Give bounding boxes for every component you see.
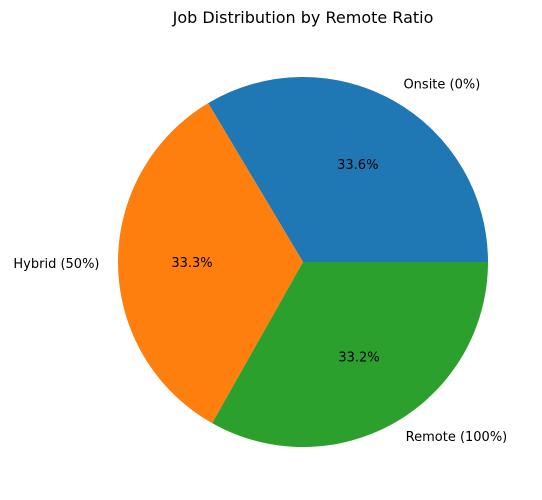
percent-label-hybrid-50: 33.3% xyxy=(171,256,212,271)
percent-label-remote-100: 33.2% xyxy=(338,350,379,365)
slice-label-onsite-0: Onsite (0%) xyxy=(403,78,480,93)
percent-label-onsite-0: 33.6% xyxy=(337,158,378,173)
pie-slice-onsite-0 xyxy=(208,76,488,262)
slice-label-remote-100: Remote (100%) xyxy=(406,430,508,445)
slice-label-hybrid-50: Hybrid (50%) xyxy=(13,257,99,272)
pie-labels: Onsite (0%) 33.6% Hybrid (50%) 33.3% Remote … xyxy=(13,78,507,446)
pie-slices xyxy=(117,76,488,448)
pie-slice-remote-100 xyxy=(212,262,488,448)
pie-slice-hybrid-50 xyxy=(117,103,303,424)
chart-title: Job Distribution by Remote Ratio xyxy=(172,8,434,27)
